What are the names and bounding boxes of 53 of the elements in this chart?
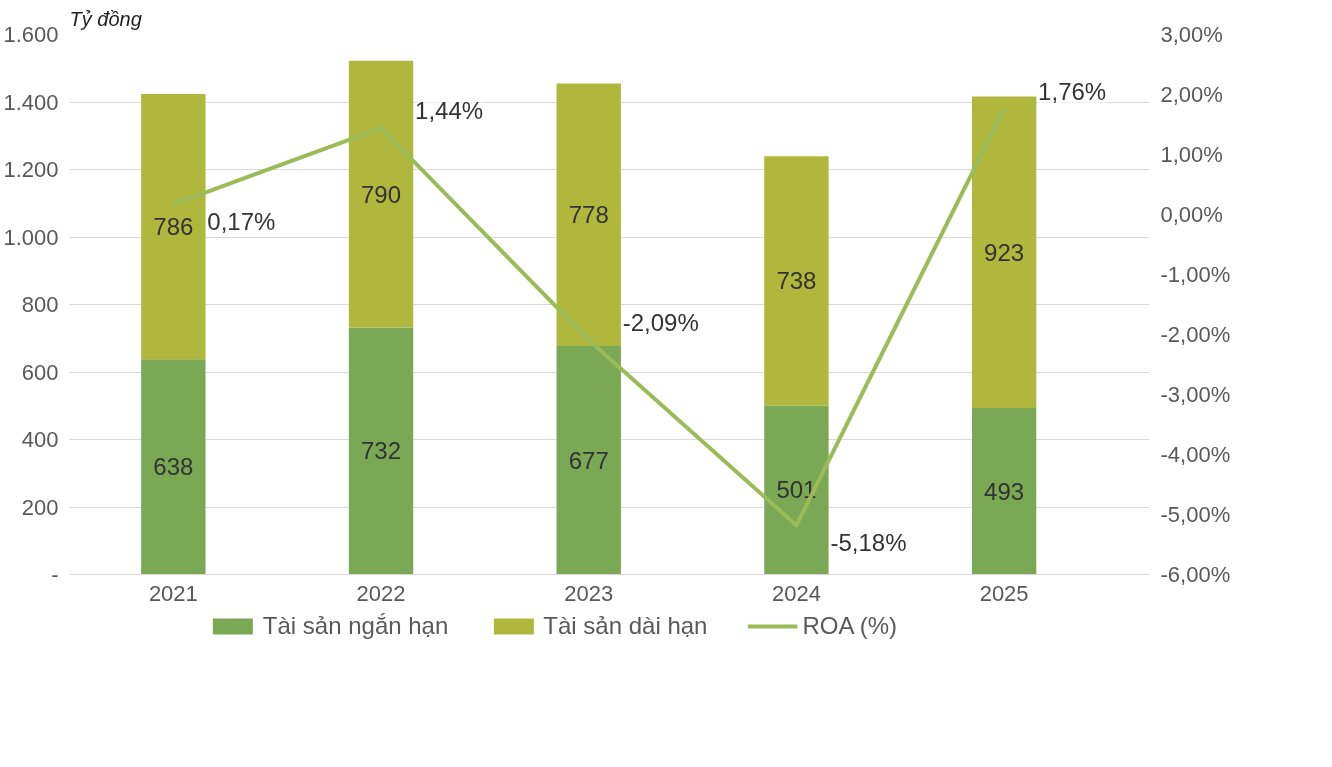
- y2-tick-label: -1,00%: [1160, 262, 1231, 287]
- x-tick-label: 2022: [356, 580, 406, 606]
- bar: [141, 93, 206, 360]
- data-label: -5,18%: [830, 529, 907, 557]
- data-label: 778: [568, 201, 609, 229]
- y2-tick-label: -3,00%: [1160, 382, 1231, 407]
- bar: [556, 346, 621, 575]
- data-label: 923: [984, 238, 1025, 266]
- bar: [971, 96, 1037, 409]
- y2-tick-label: 1,00%: [1160, 142, 1223, 167]
- data-label: 738: [776, 267, 817, 295]
- data-label: 732: [361, 437, 402, 465]
- y2-tick-label: 2,00%: [1160, 82, 1223, 107]
- y-tick-label: -: [51, 562, 59, 587]
- data-label: 0,17%: [207, 208, 276, 236]
- data-label: 790: [361, 180, 402, 208]
- bar: [348, 60, 414, 328]
- y2-tick-label: 0,00%: [1160, 202, 1223, 227]
- x-tick-label: 2024: [771, 580, 821, 606]
- data-label: 501: [776, 476, 817, 504]
- y-axis-title: Tỷ đồng: [69, 7, 142, 30]
- bar: [764, 156, 829, 406]
- bar: [764, 405, 829, 575]
- y2-tick-label: 3,00%: [1160, 22, 1223, 47]
- data-label: 493: [984, 477, 1025, 505]
- y-tick-label: 1.200: [3, 157, 59, 182]
- data-label: 677: [568, 446, 609, 474]
- y2-tick-label: -2,00%: [1160, 322, 1231, 347]
- y2-tick-label: -6,00%: [1160, 562, 1231, 587]
- x-tick-label: 2023: [564, 580, 614, 606]
- data-label: -2,09%: [622, 308, 699, 336]
- bar: [971, 408, 1037, 575]
- legend-label: Tài sản ngắn hạn: [262, 612, 449, 640]
- x-tick-label: 2025: [979, 580, 1029, 606]
- y-tick-label: 800: [21, 292, 59, 317]
- y-tick-label: 1.000: [3, 224, 59, 250]
- data-label: 786: [153, 213, 194, 241]
- bar: [141, 359, 206, 575]
- data-label: 638: [153, 453, 194, 481]
- bar: [348, 327, 414, 575]
- y2-tick-label: -4,00%: [1160, 442, 1231, 467]
- x-tick-label: 2021: [148, 580, 198, 606]
- legend-label: ROA (%): [802, 612, 898, 640]
- y-tick-label: 1.400: [3, 89, 59, 115]
- bar: [556, 83, 621, 347]
- y-tick-label: 400: [21, 427, 59, 452]
- data-label: 1,44%: [415, 97, 484, 125]
- y-tick-label: 200: [21, 494, 59, 520]
- legend-label: Tài sản dài hạn: [543, 612, 708, 640]
- data-label: 1,76%: [1038, 77, 1107, 105]
- y-tick-label: 600: [21, 359, 59, 385]
- y2-tick-label: -5,00%: [1160, 502, 1231, 527]
- y-tick-label: 1.600: [3, 22, 59, 47]
